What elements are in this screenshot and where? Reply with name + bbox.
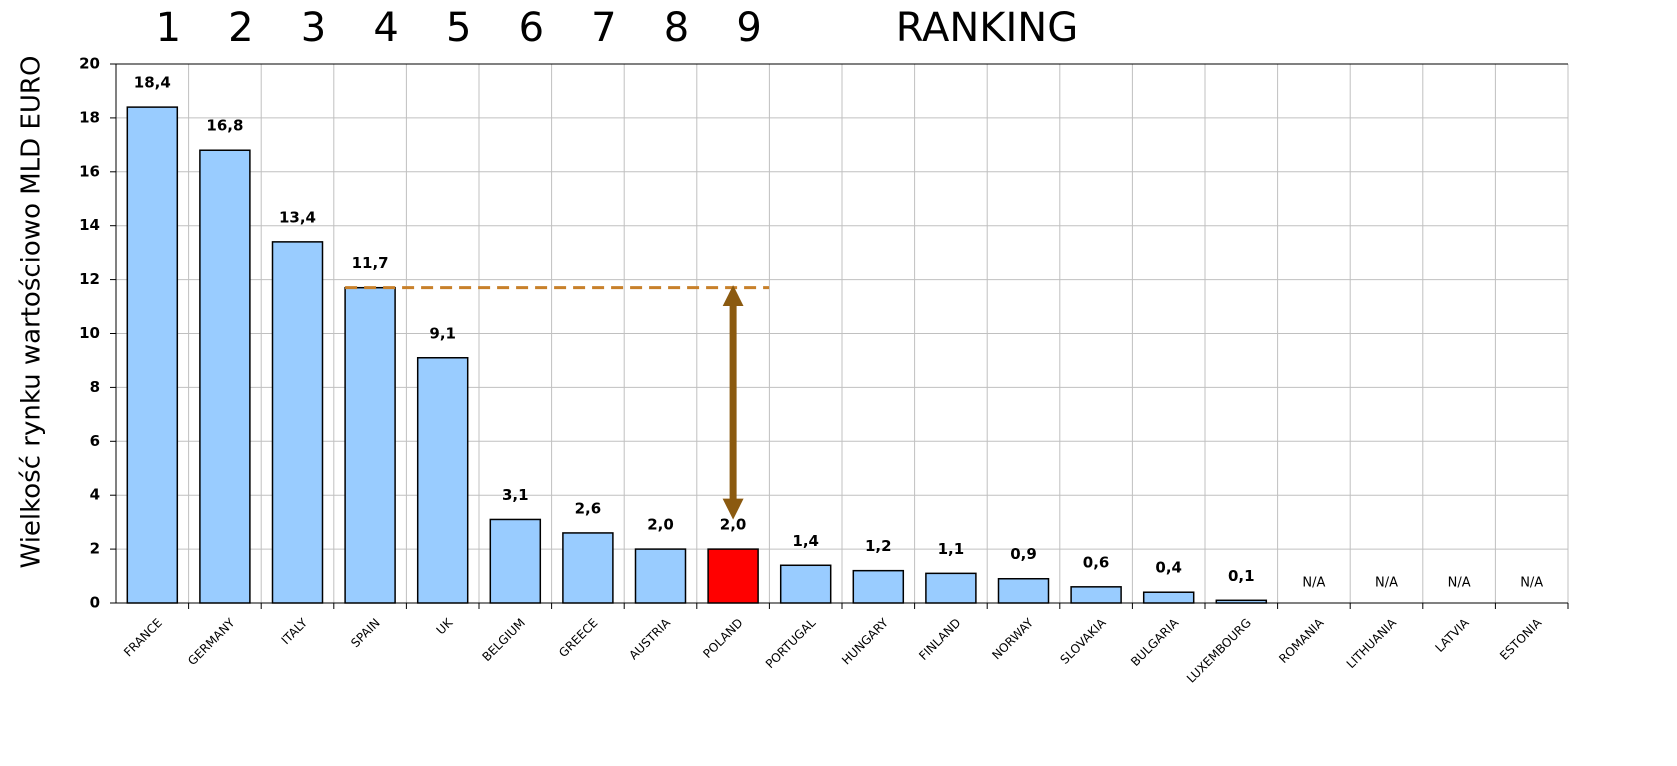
value-label: 2,0	[647, 516, 674, 534]
x-tick-label: GERMANY	[185, 615, 238, 668]
y-tick-label: 14	[79, 216, 100, 234]
value-label: 0,1	[1228, 567, 1255, 585]
y-tick-label: 0	[90, 594, 100, 612]
y-tick-label: 8	[90, 378, 100, 396]
x-tick-label: BULGARIA	[1128, 615, 1182, 669]
value-label: N/A	[1302, 576, 1325, 591]
bar	[562, 532, 614, 604]
value-label: 11,7	[352, 254, 389, 272]
bar	[707, 548, 759, 604]
ranking-number: 2	[228, 5, 253, 51]
ranking-title: RANKING	[896, 5, 1078, 51]
x-tick-label: ROMANIA	[1276, 615, 1327, 666]
ranking-number: 8	[664, 5, 689, 51]
x-tick-label: SPAIN	[348, 616, 383, 651]
x-tick-label: HUNGARY	[839, 615, 891, 667]
ranking-number: 5	[446, 5, 471, 51]
y-tick-label: 10	[79, 324, 100, 342]
bar	[489, 518, 542, 604]
bar	[852, 569, 905, 604]
x-tick-label: ESTONIA	[1497, 615, 1545, 663]
y-tick-label: 2	[90, 540, 100, 558]
y-tick-label: 20	[79, 55, 100, 73]
x-tick-label: FINLAND	[916, 616, 963, 663]
bar	[997, 577, 1050, 604]
x-tick-label: GREECE	[556, 616, 600, 660]
value-label: N/A	[1375, 576, 1398, 591]
ranking-number: 3	[301, 5, 326, 51]
bar	[1142, 591, 1195, 604]
x-tick-label: PORTUGAL	[763, 615, 819, 671]
value-label: N/A	[1448, 576, 1471, 591]
x-tick-label: LITHUANIA	[1344, 615, 1400, 671]
y-tick-label: 16	[79, 162, 100, 180]
bar	[779, 564, 832, 604]
bar	[126, 106, 179, 604]
value-label: 1,1	[938, 540, 965, 558]
y-tick-label: 12	[79, 270, 100, 288]
bar	[925, 572, 977, 604]
value-label: 2,0	[720, 516, 747, 534]
x-tick-label: ITALY	[279, 615, 311, 647]
x-tick-label: SLOVAKIA	[1058, 615, 1110, 667]
value-label: 3,1	[502, 486, 529, 504]
y-tick-label: 6	[90, 432, 100, 450]
value-label: 1,4	[792, 532, 819, 550]
ranking-number: 7	[591, 5, 616, 51]
value-label: 9,1	[429, 324, 456, 342]
value-label: 0,4	[1155, 559, 1182, 577]
value-label: 1,2	[865, 537, 892, 555]
ranking-number: 6	[519, 5, 544, 51]
value-label: 0,9	[1010, 545, 1037, 563]
bar	[1070, 586, 1122, 604]
value-label: 0,6	[1083, 553, 1110, 571]
bar	[634, 548, 687, 604]
ranking-number: 9	[736, 5, 761, 51]
x-tick-label: LUXEMBOURG	[1184, 616, 1254, 686]
ranking-number: 4	[373, 5, 398, 51]
x-tick-label: NORWAY	[989, 615, 1036, 662]
y-axis-label: Wielkość rynku wartościowo MLD EURO	[17, 56, 47, 569]
x-tick-label: POLAND	[700, 616, 745, 661]
x-tick-label: BELGIUM	[479, 616, 527, 664]
bar	[271, 241, 324, 604]
x-tick-label: UK	[434, 615, 456, 637]
value-label: 13,4	[279, 208, 316, 226]
value-label: N/A	[1520, 576, 1543, 591]
value-label: 18,4	[134, 74, 171, 92]
ranking-number: 1	[156, 5, 181, 51]
bar	[199, 149, 251, 604]
x-tick-label: LATVIA	[1432, 615, 1472, 655]
bar	[344, 286, 396, 604]
y-tick-label: 18	[79, 108, 100, 126]
y-tick-label: 4	[90, 486, 100, 504]
x-tick-label: FRANCE	[121, 616, 165, 660]
value-label: 2,6	[575, 499, 602, 517]
bar	[416, 357, 469, 604]
x-tick-label: AUSTRIA	[626, 615, 673, 662]
value-label: 16,8	[206, 117, 243, 135]
